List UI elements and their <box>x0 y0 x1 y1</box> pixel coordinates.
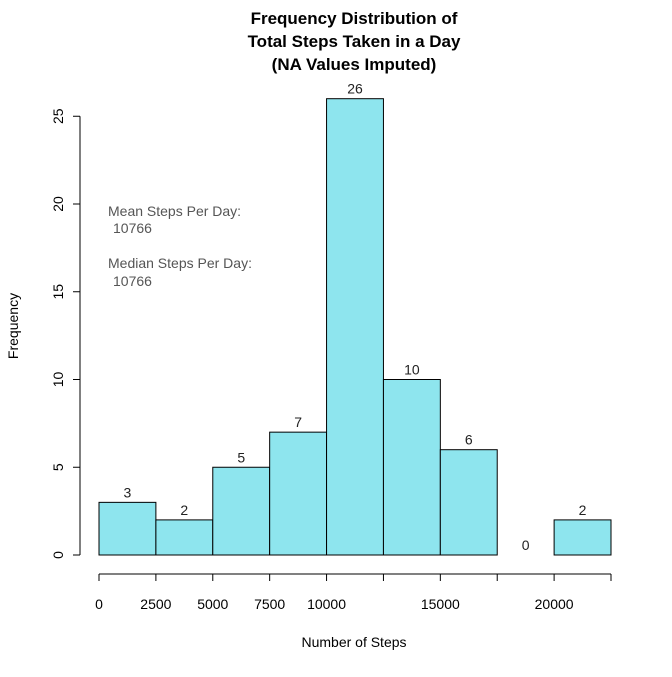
bars <box>98 98 612 556</box>
y-tick-label: 0 <box>50 551 66 559</box>
y-axis: 0 5 10 15 20 25 <box>50 108 81 559</box>
chart-title-line: Total Steps Taken in a Day <box>248 32 461 51</box>
annotation-value: 10766 <box>113 273 152 289</box>
bar-count-label: 2 <box>579 502 587 518</box>
bar-count-label: 5 <box>237 449 245 465</box>
bar-count-label: 7 <box>294 414 302 430</box>
bar-count-label: 0 <box>522 537 530 553</box>
x-tick-label: 0 <box>95 596 103 612</box>
y-tick-label: 25 <box>50 108 66 124</box>
y-tick-label: 5 <box>50 463 66 471</box>
x-axis: 0 2500 5000 7500 10000 15000 20000 <box>95 573 612 612</box>
x-axis-title: Number of Steps <box>301 634 406 650</box>
bar-count-label: 6 <box>465 432 473 448</box>
y-tick-label: 20 <box>50 196 66 212</box>
histogram-bar <box>269 431 328 556</box>
histogram-bar <box>212 466 271 556</box>
bar-count-label: 3 <box>124 484 132 500</box>
y-tick-label: 15 <box>50 284 66 300</box>
annotation-label: Mean Steps Per Day: <box>108 203 241 219</box>
x-tick-label: 5000 <box>197 596 228 612</box>
bar-count-labels: 3 2 5 7 26 10 6 0 2 <box>124 81 587 553</box>
x-tick-label: 15000 <box>421 596 460 612</box>
histogram-bar <box>155 519 214 556</box>
histogram-bar <box>326 98 384 556</box>
chart-title-line: Frequency Distribution of <box>251 9 458 28</box>
chart-title: Frequency Distribution of Total Steps Tak… <box>248 9 461 74</box>
x-tick-label: 2500 <box>140 596 171 612</box>
histogram-bar <box>553 519 612 556</box>
bar-count-label: 10 <box>404 362 420 378</box>
histogram-bar <box>382 379 441 556</box>
y-axis-title: Frequency <box>5 293 21 359</box>
bar-count-label: 2 <box>180 502 188 518</box>
y-tick-label: 10 <box>50 372 66 388</box>
annotation-label: Median Steps Per Day: <box>108 255 252 271</box>
histogram-bar <box>439 449 498 556</box>
x-tick-label: 20000 <box>535 596 574 612</box>
bar-count-label: 26 <box>347 81 363 97</box>
histogram-bar <box>98 501 157 556</box>
x-tick-label: 7500 <box>254 596 285 612</box>
chart-title-line: (NA Values Imputed) <box>272 55 437 74</box>
x-tick-label: 10000 <box>307 596 346 612</box>
annotation-value: 10766 <box>113 220 152 236</box>
